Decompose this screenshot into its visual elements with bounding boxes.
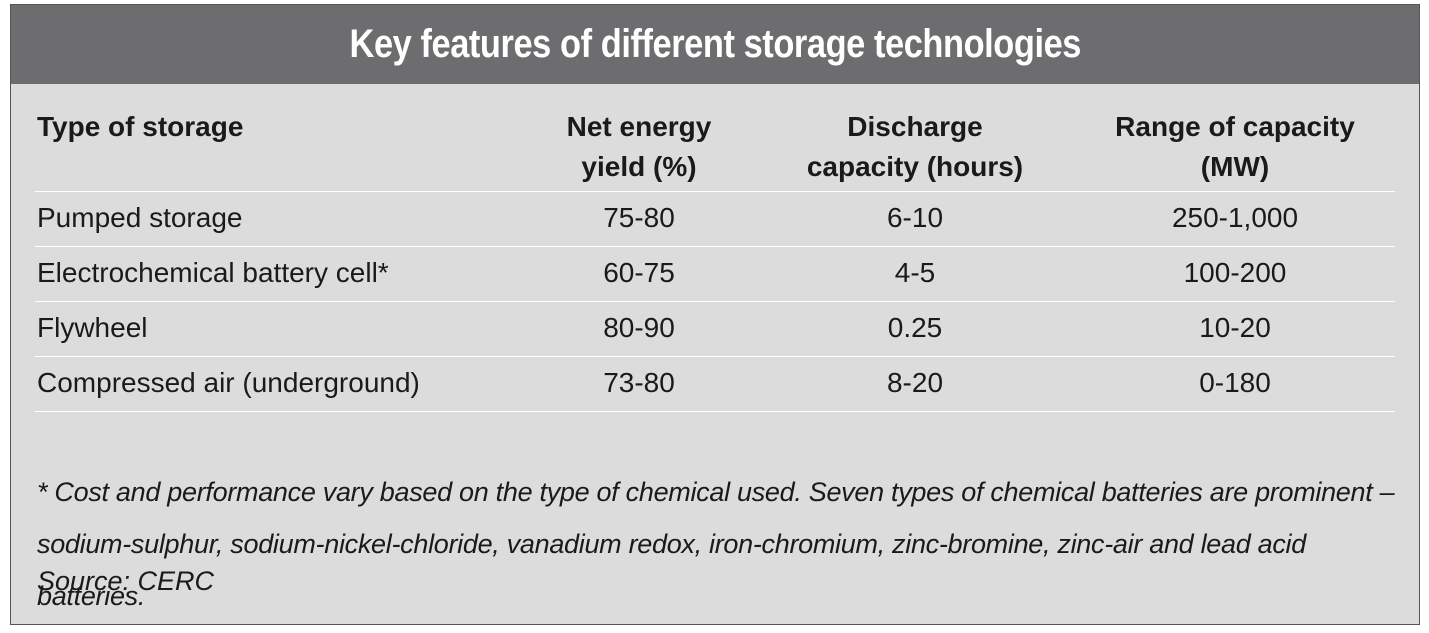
- cell-net-energy-yield: 60-75: [603, 257, 675, 288]
- cell-storage-type: Electrochemical battery cell*: [37, 257, 389, 288]
- cell-net-energy-yield: 73-80: [603, 367, 675, 398]
- header-discharge-capacity: Discharge capacity (hours): [806, 111, 1024, 182]
- header-range-of-capacity: Range of capacity (MW): [1115, 111, 1355, 182]
- cell-storage-type: Compressed air (underground): [37, 367, 420, 398]
- cell-storage-type: Flywheel: [37, 312, 148, 343]
- title-bar: Key features of different storage techno…: [11, 5, 1419, 84]
- table-title: Key features of different storage techno…: [349, 22, 1081, 66]
- footnote: * Cost and performance vary based on the…: [35, 460, 1395, 633]
- features-table: Type of storage Net energy yield (%) Dis…: [35, 105, 1395, 412]
- cell-storage-type: Pumped storage: [37, 202, 243, 233]
- source-credit: Source: CERC: [37, 566, 215, 596]
- header-type-of-storage: Type of storage: [37, 111, 244, 142]
- storage-technologies-table-card: Key features of different storage techno…: [10, 4, 1420, 633]
- cell-range-of-capacity: 250-1,000: [1171, 202, 1299, 233]
- cell-net-energy-yield: 80-90: [603, 312, 675, 343]
- table-row: Compressed air (underground) 73-80 8-20 …: [35, 357, 1395, 412]
- cell-range-of-capacity: 10-20: [1199, 312, 1271, 343]
- cell-net-energy-yield: 75-80: [603, 202, 675, 233]
- cell-range-of-capacity: 100-200: [1183, 257, 1287, 288]
- cell-discharge-capacity: 8-20: [886, 367, 944, 398]
- table-row: Flywheel 80-90 0.25 10-20: [35, 302, 1395, 357]
- cell-range-of-capacity: 0-180: [1199, 367, 1271, 398]
- cell-discharge-capacity: 4-5: [894, 257, 936, 288]
- cell-discharge-capacity: 6-10: [886, 202, 944, 233]
- header-net-energy-yield: Net energy yield (%): [566, 111, 712, 182]
- table-row: Pumped storage 75-80 6-10 250-1,000: [35, 192, 1395, 247]
- cell-discharge-capacity: 0.25: [887, 312, 943, 343]
- table-row: Electrochemical battery cell* 60-75 4-5 …: [35, 247, 1395, 302]
- table-header-row: Type of storage Net energy yield (%) Dis…: [35, 105, 1395, 192]
